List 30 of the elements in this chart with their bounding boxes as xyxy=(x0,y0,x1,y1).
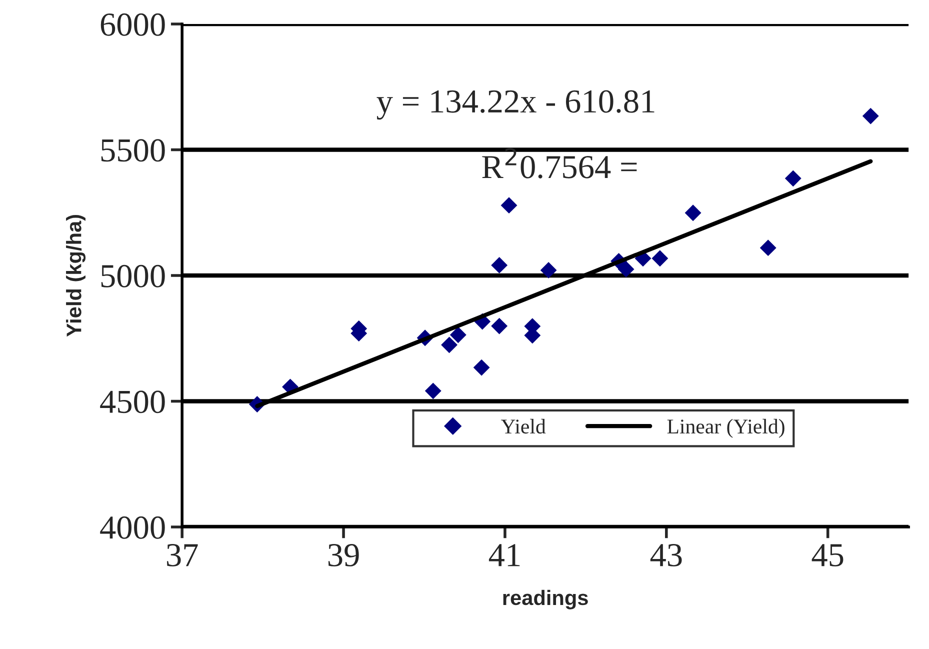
legend-label: Yield xyxy=(500,418,546,434)
point xyxy=(862,108,879,124)
x-tick-label: 43 xyxy=(650,544,682,566)
legend-label: Linear (Yield) xyxy=(667,418,784,438)
point xyxy=(500,197,518,214)
y-tick-label: 4500 xyxy=(100,390,165,414)
x-axis-title: readings xyxy=(503,590,588,610)
point xyxy=(450,326,466,344)
x-tick-label: 39 xyxy=(328,544,359,566)
y-tick-label: 5500 xyxy=(101,139,165,162)
annotation: y = 134.22x - 610.81 xyxy=(376,90,654,120)
y-tick-label: 5000 xyxy=(101,264,165,288)
x-tick-label: 37 xyxy=(167,544,198,566)
y-tick-label: 6000 xyxy=(100,13,165,36)
y-tick-label: 4000 xyxy=(100,516,165,539)
point xyxy=(684,204,702,222)
point xyxy=(784,170,802,187)
point xyxy=(491,256,508,274)
x-tick-label: 41 xyxy=(488,544,520,566)
point xyxy=(760,240,776,256)
y-axis-title: Yield (kg/ha) xyxy=(66,214,86,337)
point xyxy=(618,260,634,278)
point xyxy=(441,336,458,354)
point xyxy=(540,262,557,278)
point xyxy=(652,250,668,267)
annotation: R$^{2}$0.7564 = xyxy=(482,148,637,178)
x-tick-label: 45 xyxy=(812,544,844,566)
point xyxy=(473,359,490,376)
point xyxy=(491,318,508,334)
point xyxy=(424,382,442,400)
